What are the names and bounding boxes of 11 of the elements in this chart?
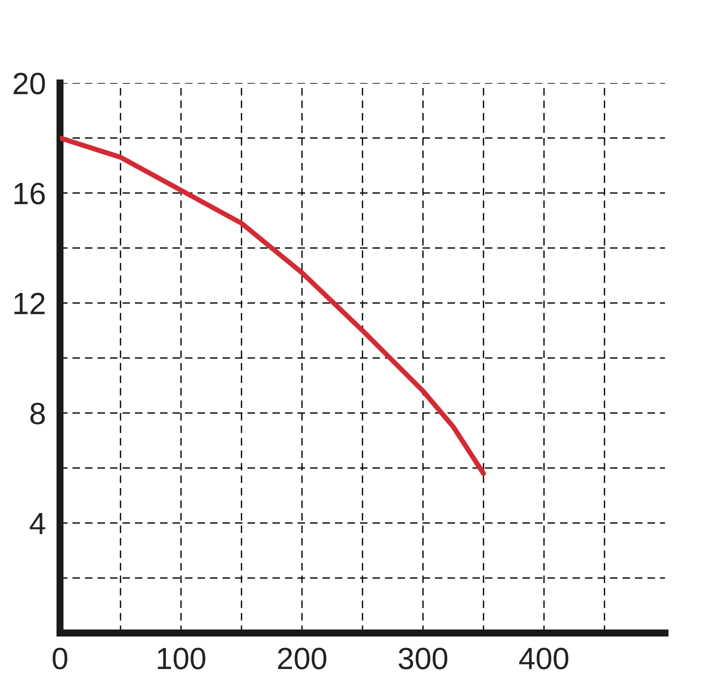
x-tick-label: 300	[398, 648, 448, 670]
y-tick-label: 20	[14, 72, 45, 94]
y-tick-label: 8	[30, 402, 45, 424]
line-series	[60, 136, 486, 476]
y-tick-label: 16	[14, 182, 45, 204]
x-tick-label: 100	[158, 648, 206, 670]
x-tick-label: 0	[52, 648, 68, 670]
y-tick-label: 12	[14, 292, 45, 314]
x-tick-label: 400	[519, 648, 568, 670]
x-tick-label: 200	[278, 648, 326, 670]
y-tick-label: 4	[30, 513, 46, 534]
